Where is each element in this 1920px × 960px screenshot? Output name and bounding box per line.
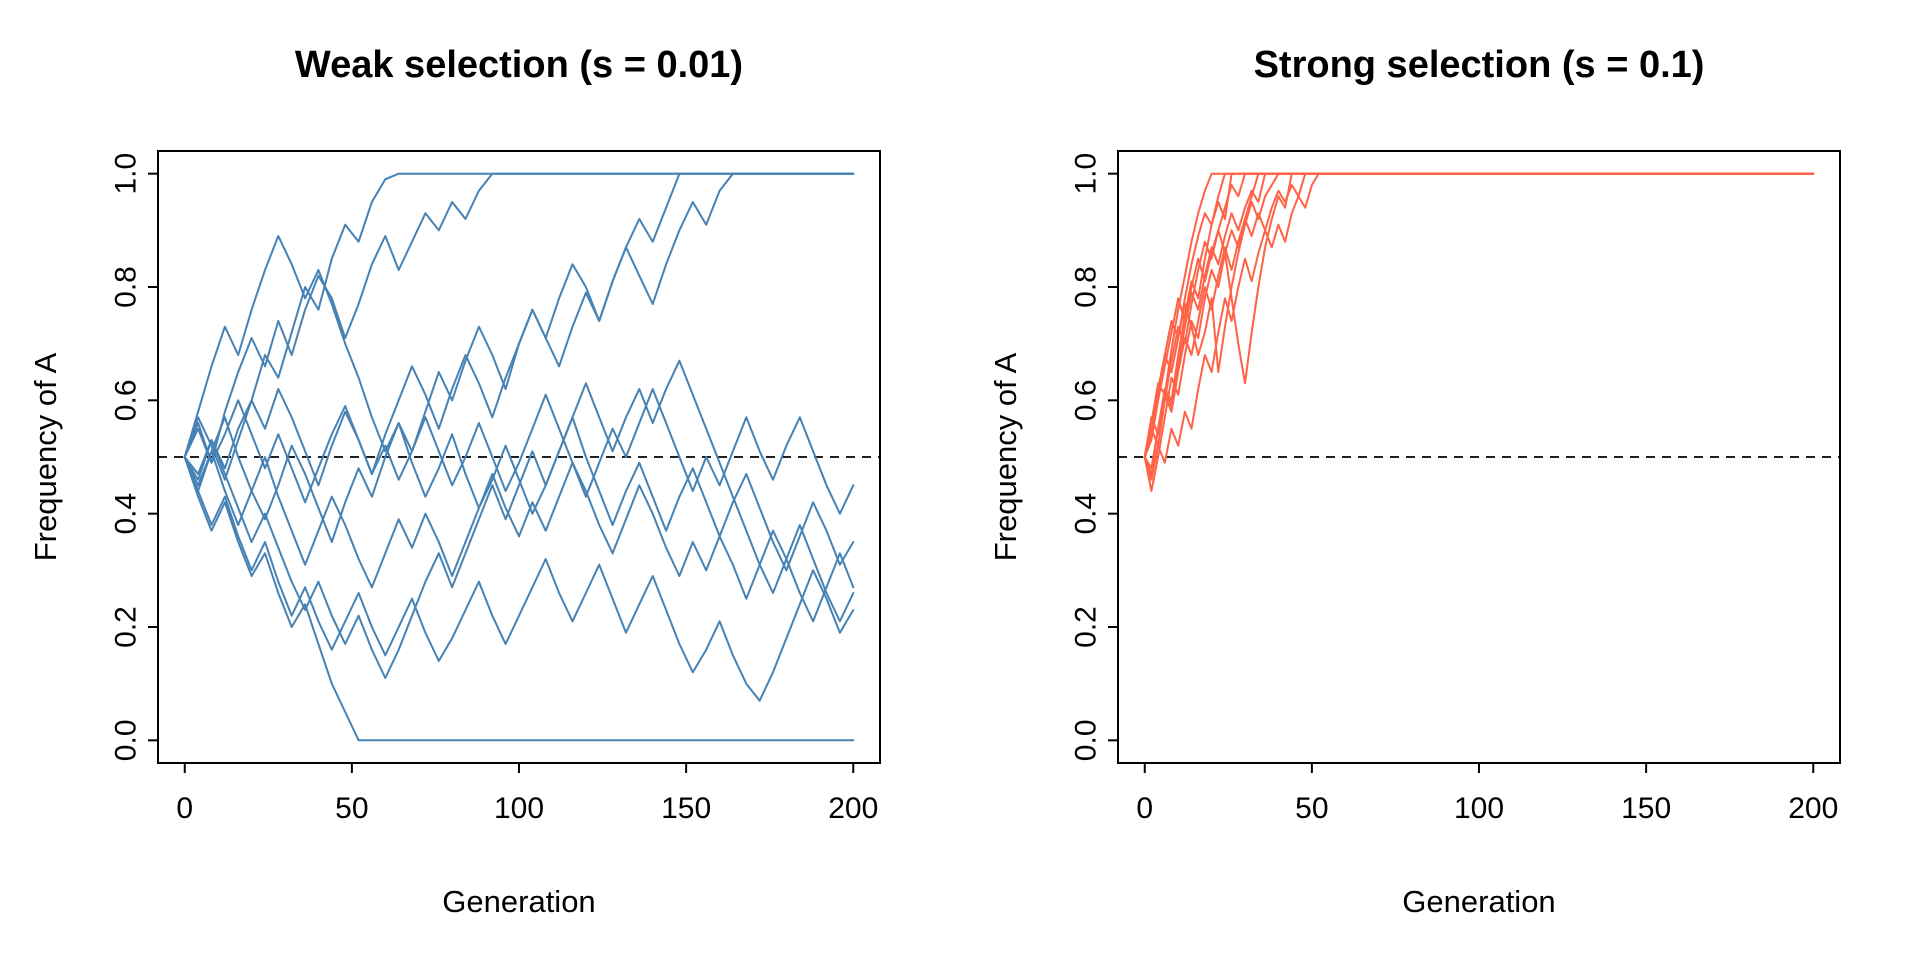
series-line-replicate-5 [183, 456, 855, 742]
x-tick-label: 100 [494, 792, 544, 825]
x-tick-label: 50 [1295, 792, 1328, 825]
y-tick-label: 0.6 [1070, 379, 1103, 421]
y-tick-label: 0.4 [110, 493, 143, 535]
x-tick-label: 150 [661, 792, 711, 825]
y-axis-label: Frequency of A [28, 352, 63, 562]
series-line-replicate-5 [1143, 172, 1815, 458]
panel-weak-selection: Weak selection (s = 0.01) 0 50 100 150 200 0.… [28, 44, 881, 919]
panel-strong-selection: Strong selection (s = 0.1) 0 50 100 150 200 0… [960, 0, 1920, 960]
y-tick-label: 1.0 [110, 153, 143, 195]
y-tick-label: 0.2 [110, 606, 143, 648]
y-tick-label: 0.2 [1070, 606, 1103, 648]
series-line-replicate-9 [183, 235, 855, 572]
y-tick-label: 0.0 [110, 719, 143, 761]
series-line-replicate-9 [1143, 172, 1815, 458]
x-tick-label: 150 [1621, 792, 1671, 825]
series-line-replicate-7 [183, 456, 855, 702]
y-tick-label: 0.8 [1070, 266, 1103, 308]
x-axis-label: Generation [442, 884, 596, 919]
y-tick-label: 1.0 [1070, 153, 1103, 195]
series-line-replicate-4 [1143, 172, 1815, 458]
series-line-replicate-10 [1143, 172, 1815, 470]
x-tick-label: 200 [828, 792, 878, 825]
y-axis-label: Frequency of A [988, 352, 1023, 562]
series-line-replicate-7 [1143, 172, 1815, 458]
y-tick-label: 0.0 [1070, 719, 1103, 761]
x-axis-label: Generation [1402, 884, 1556, 919]
x-tick-label: 200 [1788, 792, 1838, 825]
panel-title: Weak selection (s = 0.01) [294, 44, 744, 86]
series-line-replicate-8 [183, 388, 855, 515]
x-tick-label: 50 [335, 792, 368, 825]
panel-title: Strong selection (s = 0.1) [1253, 44, 1705, 86]
series-line-replicate-4 [183, 172, 855, 487]
series-line-replicate-2 [183, 172, 855, 464]
y-tick-label: 0.8 [110, 266, 143, 308]
series-line-replicate-6 [183, 450, 855, 623]
plot-canvas-strong: 0 50 100 150 200 0.0 0.2 0.4 0.6 0.8 1.0 [1070, 150, 1841, 825]
series-line-replicate-10 [183, 359, 855, 679]
y-tick-label: 0.4 [1070, 493, 1103, 535]
x-tick-label: 100 [1454, 792, 1504, 825]
x-tick-label: 0 [176, 792, 193, 825]
x-tick-label: 0 [1136, 792, 1153, 825]
series-line-replicate-1 [183, 172, 855, 481]
y-tick-label: 0.6 [110, 379, 143, 421]
plot-canvas-weak: 0 50 100 150 200 0.0 0.2 0.4 0.6 0.8 1.0 [110, 150, 881, 825]
series-line-replicate-6 [1143, 172, 1815, 481]
